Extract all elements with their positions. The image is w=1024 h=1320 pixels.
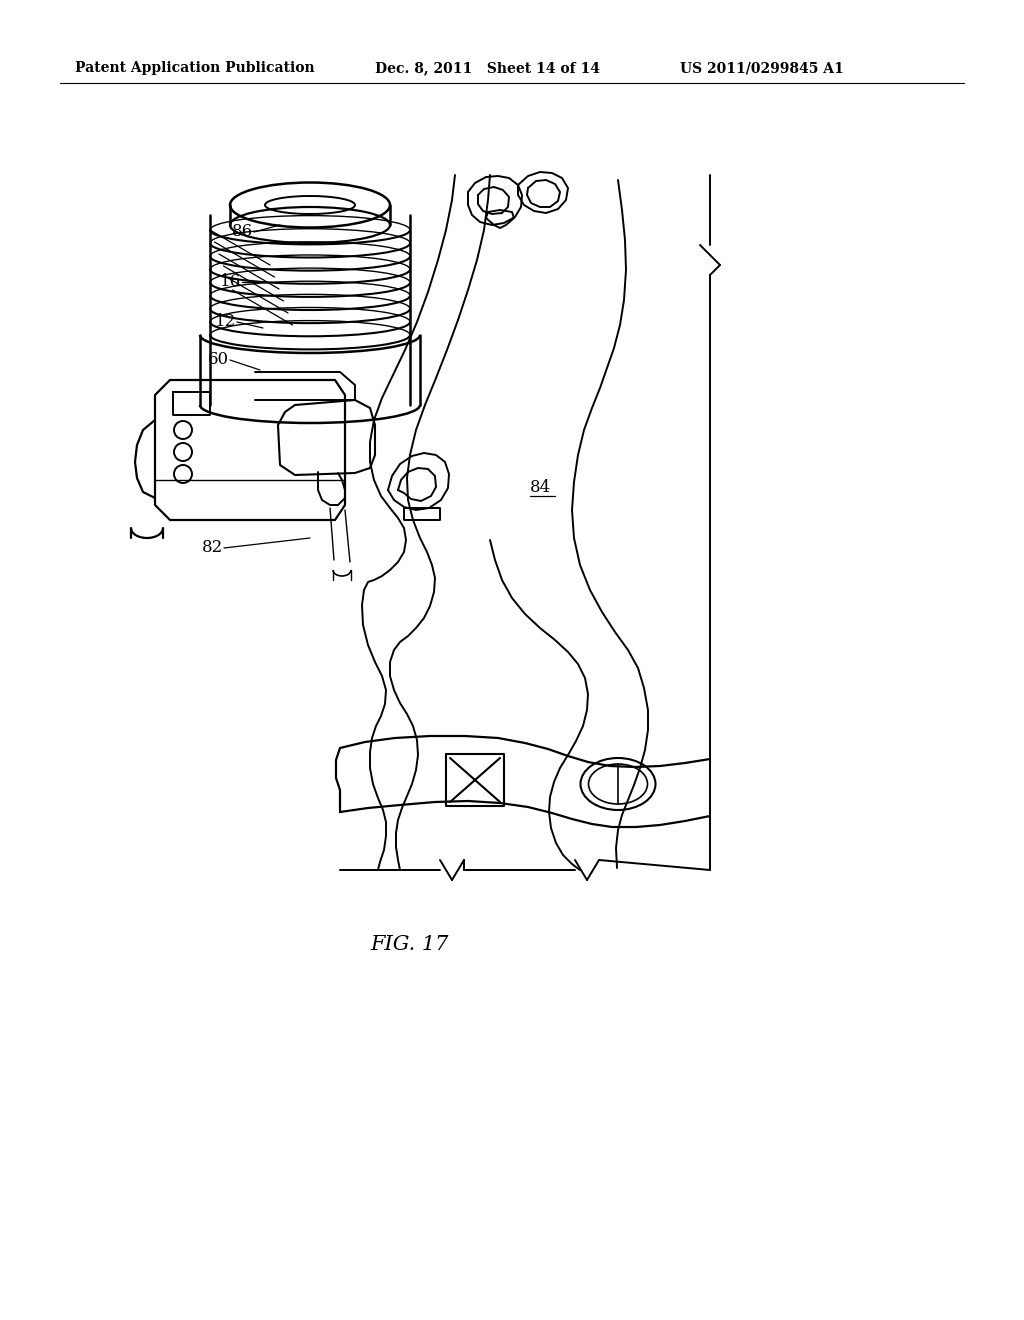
Text: US 2011/0299845 A1: US 2011/0299845 A1 [680,61,844,75]
Text: 86: 86 [232,223,253,240]
Text: 60: 60 [208,351,229,368]
Text: Patent Application Publication: Patent Application Publication [75,61,314,75]
Text: FIG. 17: FIG. 17 [371,936,450,954]
Text: 12: 12 [215,314,237,330]
Text: 16: 16 [220,273,241,290]
Text: 84: 84 [530,479,551,496]
Text: Dec. 8, 2011   Sheet 14 of 14: Dec. 8, 2011 Sheet 14 of 14 [375,61,600,75]
Text: 82: 82 [202,540,223,557]
